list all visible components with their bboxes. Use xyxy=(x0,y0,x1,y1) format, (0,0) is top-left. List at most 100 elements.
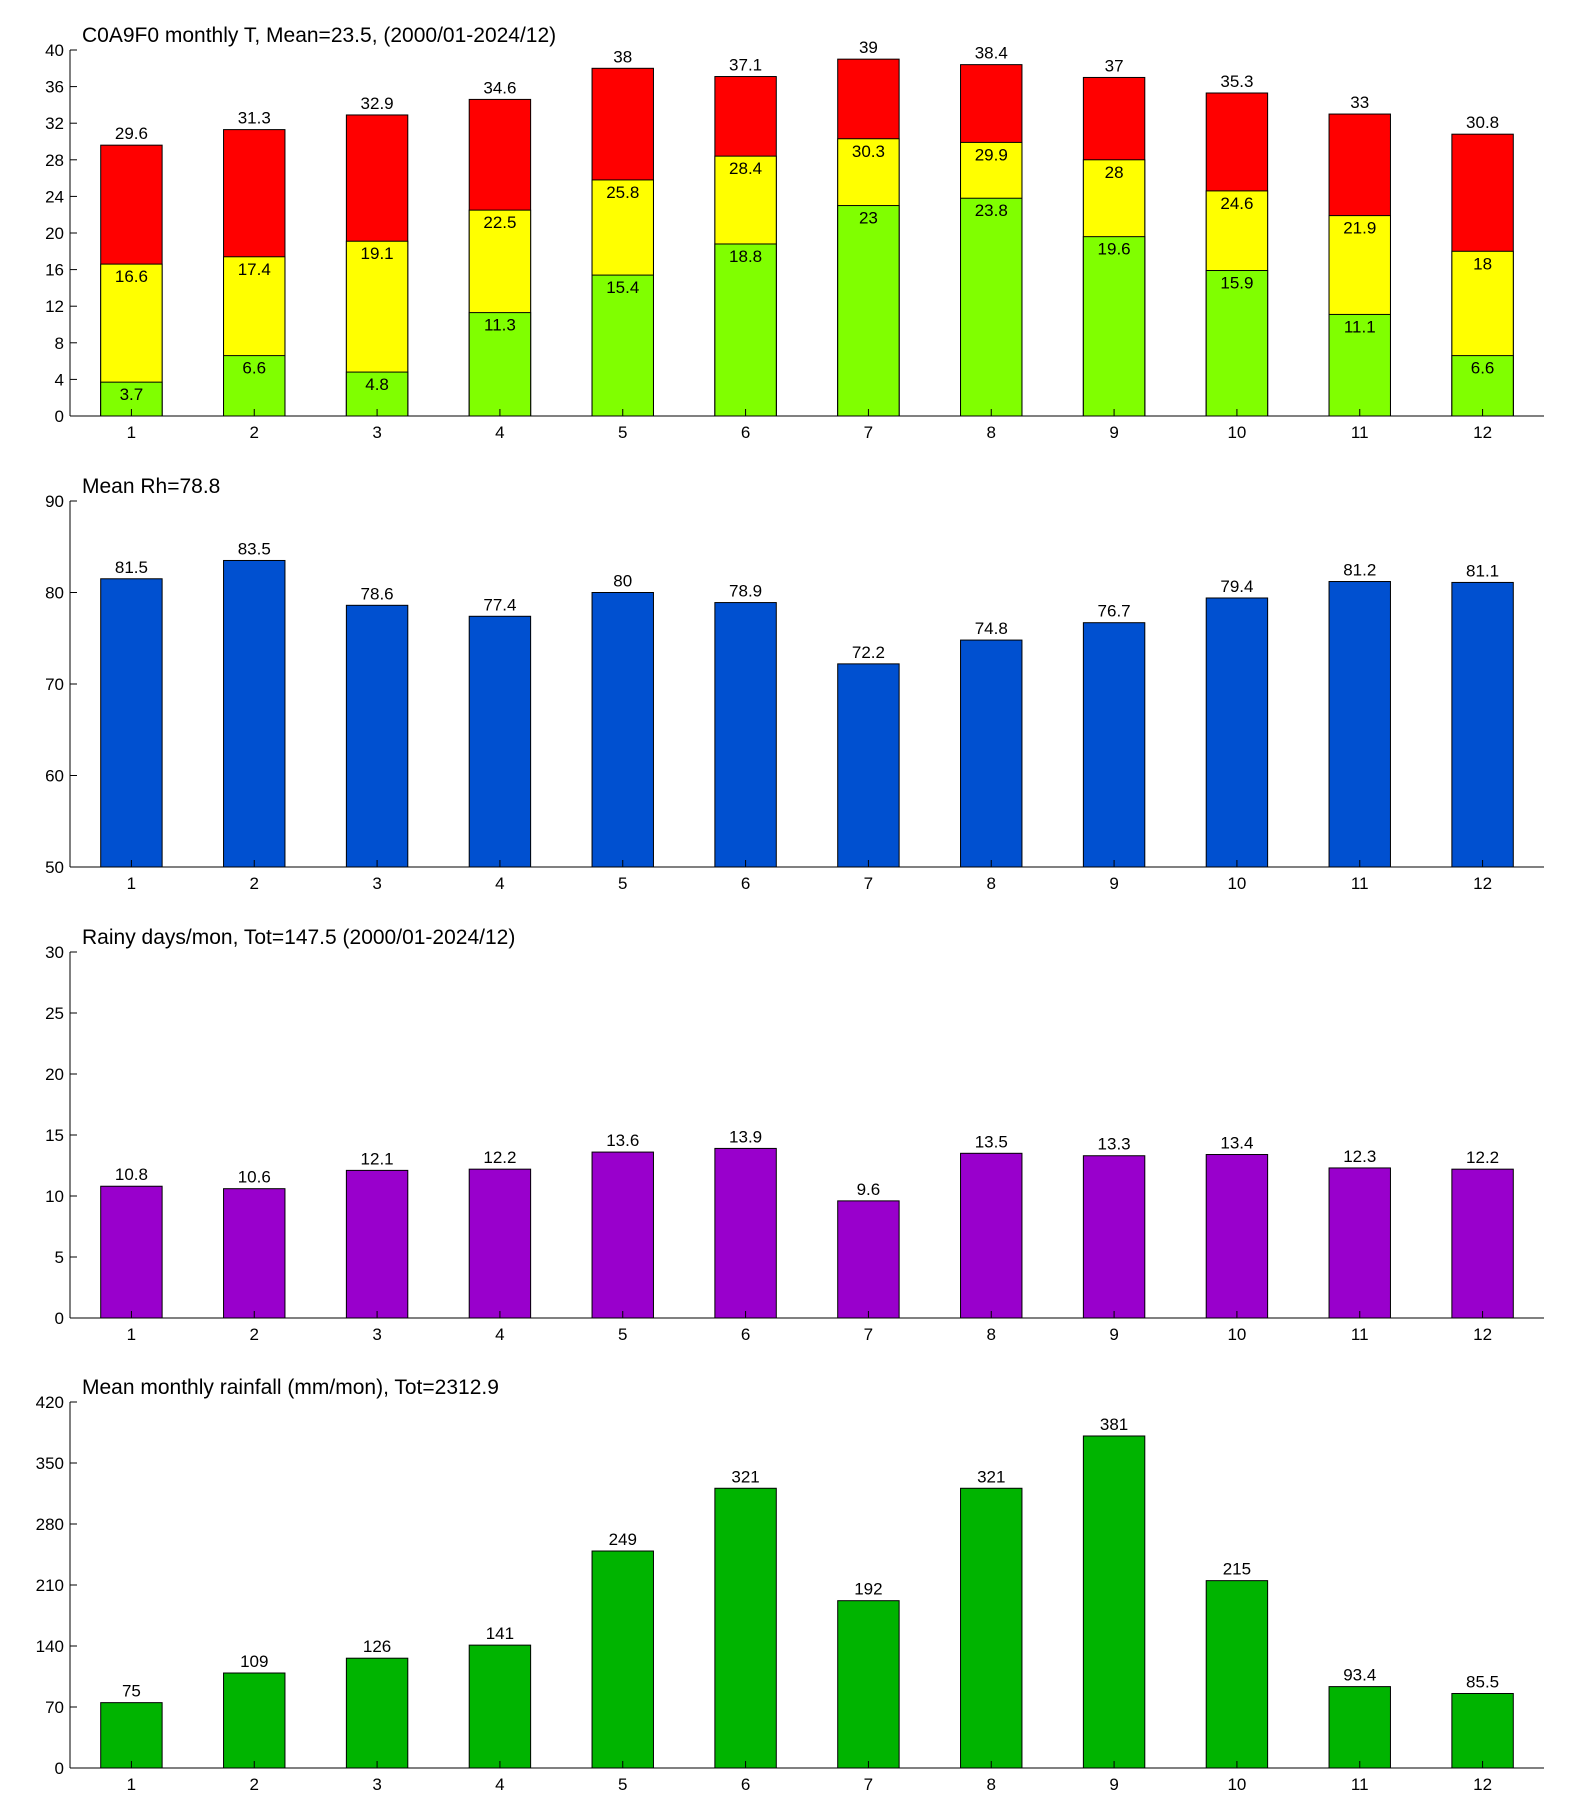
value-label: 11.1 xyxy=(1344,317,1376,336)
x-tick-label: 6 xyxy=(741,1775,750,1794)
y-tick-label: 0 xyxy=(55,1309,64,1328)
y-tick-label: 10 xyxy=(45,1187,64,1206)
value-label: 39 xyxy=(859,38,878,57)
value-label: 29.9 xyxy=(975,145,1008,164)
value-label: 192 xyxy=(854,1580,882,1599)
x-tick-label: 3 xyxy=(372,423,381,442)
bar xyxy=(100,1702,163,1769)
value-label: 78.9 xyxy=(729,582,762,601)
y-tick-label: 20 xyxy=(45,1065,64,1084)
value-label: 35.3 xyxy=(1220,72,1253,91)
value-label: 25.8 xyxy=(606,183,639,202)
value-label: 33 xyxy=(1350,93,1369,112)
bar xyxy=(345,604,409,868)
x-tick-label: 4 xyxy=(495,1775,504,1794)
value-label: 15.4 xyxy=(606,278,639,297)
y-tick-label: 28 xyxy=(45,151,64,170)
value-label: 34.6 xyxy=(483,78,516,97)
bar xyxy=(1451,581,1514,868)
bar xyxy=(223,559,286,868)
bar xyxy=(960,197,1023,417)
value-label: 3.7 xyxy=(120,385,144,404)
bar xyxy=(1328,313,1391,417)
value-label: 21.9 xyxy=(1343,219,1376,238)
bar xyxy=(223,1672,286,1769)
value-label: 12.1 xyxy=(361,1149,394,1168)
x-tick-label: 12 xyxy=(1473,874,1492,893)
x-tick-label: 3 xyxy=(372,1775,381,1794)
bar xyxy=(591,592,654,868)
bar xyxy=(714,1487,777,1769)
bar xyxy=(468,1644,532,1769)
bar xyxy=(468,615,532,868)
x-tick-label: 12 xyxy=(1473,1775,1492,1794)
bar xyxy=(1082,622,1146,868)
bar xyxy=(468,312,532,417)
x-tick-label: 6 xyxy=(741,874,750,893)
value-label: 13.9 xyxy=(729,1127,762,1146)
value-label: 80 xyxy=(613,572,632,591)
value-label: 23 xyxy=(859,209,878,228)
value-label: 19.6 xyxy=(1098,240,1131,259)
value-label: 215 xyxy=(1223,1560,1251,1579)
y-tick-label: 420 xyxy=(36,1393,64,1412)
bar xyxy=(960,1152,1023,1319)
bar xyxy=(1082,236,1146,417)
x-tick-label: 11 xyxy=(1351,874,1369,893)
x-tick-label: 8 xyxy=(987,874,996,893)
bar xyxy=(1451,1168,1514,1319)
value-label: 126 xyxy=(363,1637,391,1656)
x-tick-label: 4 xyxy=(495,423,504,442)
y-tick-label: 50 xyxy=(45,858,64,877)
value-label: 32.9 xyxy=(361,94,394,113)
value-label: 321 xyxy=(977,1467,1005,1486)
value-label: 83.5 xyxy=(238,539,271,558)
x-tick-label: 1 xyxy=(127,1775,136,1794)
x-tick-label: 6 xyxy=(741,423,750,442)
value-label: 81.1 xyxy=(1466,561,1499,580)
x-tick-label: 8 xyxy=(987,1325,996,1344)
x-tick-label: 1 xyxy=(127,874,136,893)
value-label: 6.6 xyxy=(242,359,266,378)
bar xyxy=(1451,355,1514,417)
y-tick-label: 60 xyxy=(45,767,64,786)
value-label: 4.8 xyxy=(365,375,389,394)
value-label: 81.5 xyxy=(115,558,148,577)
value-label: 9.6 xyxy=(857,1180,881,1199)
y-tick-label: 32 xyxy=(45,114,64,133)
value-label: 13.4 xyxy=(1220,1134,1253,1153)
y-tick-label: 25 xyxy=(45,1004,64,1023)
y-tick-label: 8 xyxy=(55,334,64,353)
x-tick-label: 12 xyxy=(1473,423,1492,442)
x-tick-label: 4 xyxy=(495,1325,504,1344)
y-tick-label: 350 xyxy=(36,1454,64,1473)
value-label: 11.3 xyxy=(484,316,516,335)
value-label: 29.6 xyxy=(115,124,148,143)
x-tick-label: 9 xyxy=(1109,423,1118,442)
y-tick-label: 140 xyxy=(36,1637,64,1656)
bar xyxy=(1328,581,1391,868)
bar xyxy=(1328,1686,1391,1769)
chart-title: Rainy days/mon, Tot=147.5 (2000/01-2024/… xyxy=(82,926,515,949)
value-label: 12.2 xyxy=(1466,1148,1499,1167)
bar xyxy=(1205,1154,1269,1319)
y-tick-label: 36 xyxy=(45,78,64,97)
x-tick-label: 12 xyxy=(1473,1325,1492,1344)
bar xyxy=(960,1487,1023,1769)
bar xyxy=(345,371,409,417)
x-tick-label: 2 xyxy=(250,874,259,893)
value-label: 24.6 xyxy=(1220,194,1253,213)
value-label: 74.8 xyxy=(975,619,1008,638)
value-label: 12.3 xyxy=(1343,1147,1376,1166)
bar xyxy=(837,1600,900,1769)
x-tick-label: 5 xyxy=(618,1775,627,1794)
y-tick-label: 280 xyxy=(36,1515,64,1534)
x-tick-label: 11 xyxy=(1351,1775,1369,1794)
x-tick-label: 3 xyxy=(372,874,381,893)
x-tick-label: 9 xyxy=(1109,1325,1118,1344)
x-tick-label: 8 xyxy=(987,423,996,442)
value-label: 38 xyxy=(613,47,632,66)
value-label: 37 xyxy=(1105,56,1124,75)
value-label: 321 xyxy=(731,1467,759,1486)
